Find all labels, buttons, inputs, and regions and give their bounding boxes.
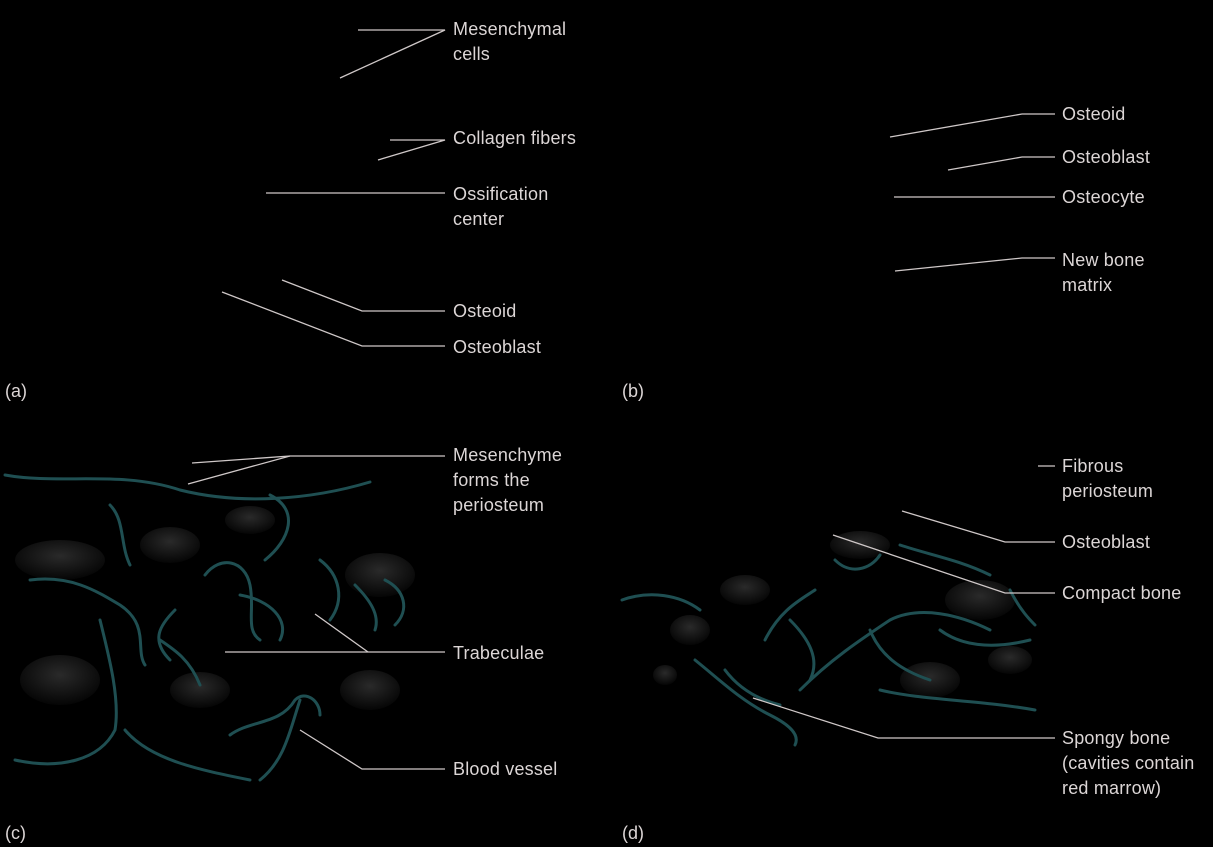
label-spongy-bone: Spongy bone (cavities contain red marrow… xyxy=(1062,726,1194,801)
vessel-path xyxy=(13,618,118,766)
label-ossification-center: Ossification center xyxy=(453,182,548,232)
label-osteoblast-a: Osteoblast xyxy=(453,337,542,357)
leader-compact-bone xyxy=(832,534,1055,594)
tissue-blob xyxy=(170,672,230,708)
vessel-path xyxy=(868,628,932,682)
tissue-blob xyxy=(225,506,275,534)
label-line: cells xyxy=(453,44,491,64)
label-osteocyte: Osteocyte xyxy=(1062,187,1145,207)
leader-spongy-bone xyxy=(752,697,1055,739)
label-line: forms the xyxy=(453,470,530,490)
panel-letter-b: (b) xyxy=(622,381,644,401)
leader-new-bone-matrix xyxy=(894,257,1055,272)
vessel-path xyxy=(203,561,262,642)
label-blood-vessel: Blood vessel xyxy=(453,759,558,779)
label-trabeculae: Trabeculae xyxy=(453,643,545,663)
label-mesenchyme-periosteum: Mesenchyme forms the periosteum xyxy=(453,443,562,518)
vessel-path xyxy=(318,558,341,622)
label-fibrous-periosteum: Fibrous periosteum xyxy=(1062,454,1153,504)
vessel-path xyxy=(258,698,302,782)
leader-osteoblast-a xyxy=(221,291,445,347)
label-new-bone-matrix: New bone matrix xyxy=(1062,248,1145,298)
leader-mesenchymal-cells xyxy=(339,29,446,79)
leader-collagen-fibers xyxy=(377,139,446,161)
vessel-path xyxy=(238,593,285,642)
tissue-blob xyxy=(830,531,890,559)
tissue-blob xyxy=(945,580,1015,620)
vessel-path xyxy=(763,588,817,642)
vessel-path xyxy=(3,473,372,501)
vessel-path xyxy=(938,628,1032,647)
tissue-blob xyxy=(988,646,1032,674)
tissue-blob xyxy=(670,615,710,645)
vessel-path xyxy=(1008,588,1037,627)
label-line: red marrow) xyxy=(1062,778,1162,798)
panel-d-illustration xyxy=(620,531,1037,747)
label-line: (cavities contain xyxy=(1062,753,1195,773)
label-mesenchymal-cells: Mesenchymal cells xyxy=(453,17,566,67)
label-line: Spongy bone xyxy=(1062,728,1171,748)
panel-c-illustration xyxy=(3,473,415,782)
tissue-blob xyxy=(340,670,400,710)
vessel-path xyxy=(123,728,252,782)
vessel-path xyxy=(788,618,816,682)
label-osteoblast-d: Osteoblast xyxy=(1062,532,1151,552)
tissue-blob xyxy=(653,665,677,685)
label-osteoblast-b: Osteoblast xyxy=(1062,147,1151,167)
tissue-blob xyxy=(140,527,200,563)
label-line: Mesenchymal xyxy=(453,19,567,39)
tissue-blob xyxy=(720,575,770,605)
label-compact-bone: Compact bone xyxy=(1062,583,1182,603)
tissue-blob xyxy=(345,553,415,597)
label-line: Mesenchyme xyxy=(453,445,563,465)
label-osteoid-b: Osteoid xyxy=(1062,104,1126,124)
label-line: periosteum xyxy=(453,495,545,515)
vessel-path xyxy=(798,611,992,692)
label-collagen-fibers: Collagen fibers xyxy=(453,128,577,148)
vessel-path xyxy=(108,503,132,567)
vessel-path xyxy=(28,577,147,667)
tissue-blob xyxy=(20,655,100,705)
vessel-path xyxy=(353,583,378,632)
vessel-path xyxy=(263,493,290,562)
leader-trabeculae xyxy=(314,613,369,653)
tissue-blob xyxy=(15,540,105,580)
vessel-path xyxy=(898,543,992,577)
label-osteoid-a: Osteoid xyxy=(453,301,517,321)
label-line: periosteum xyxy=(1062,481,1154,501)
vessel-path xyxy=(620,593,702,612)
vessel-path xyxy=(693,658,798,747)
label-line: matrix xyxy=(1062,275,1113,295)
leader-osteoid-a xyxy=(281,279,445,312)
panel-letter-a: (a) xyxy=(5,381,27,401)
vessel-path xyxy=(157,608,177,662)
label-line: New bone xyxy=(1062,250,1145,270)
leader-osteoblast-d xyxy=(901,510,1055,543)
panel-letter-c: (c) xyxy=(5,823,26,843)
label-line: Fibrous xyxy=(1062,456,1124,476)
leader-osteoblast-b xyxy=(947,156,1055,171)
label-line: Ossification xyxy=(453,184,549,204)
vessel-path xyxy=(383,578,406,627)
vessel-path xyxy=(228,694,322,737)
label-line: center xyxy=(453,209,505,229)
vessel-path xyxy=(833,553,882,571)
leader-osteoid-b xyxy=(889,113,1055,138)
leader-blood-vessel xyxy=(299,729,445,770)
vessel-path xyxy=(158,638,202,687)
leader-mesenchyme xyxy=(187,455,445,485)
vessel-path xyxy=(878,688,1037,712)
panel-letter-d: (d) xyxy=(622,823,644,843)
leader-lines xyxy=(187,29,1055,770)
vessel-path xyxy=(723,668,782,707)
leader-mesenchyme xyxy=(191,455,291,464)
